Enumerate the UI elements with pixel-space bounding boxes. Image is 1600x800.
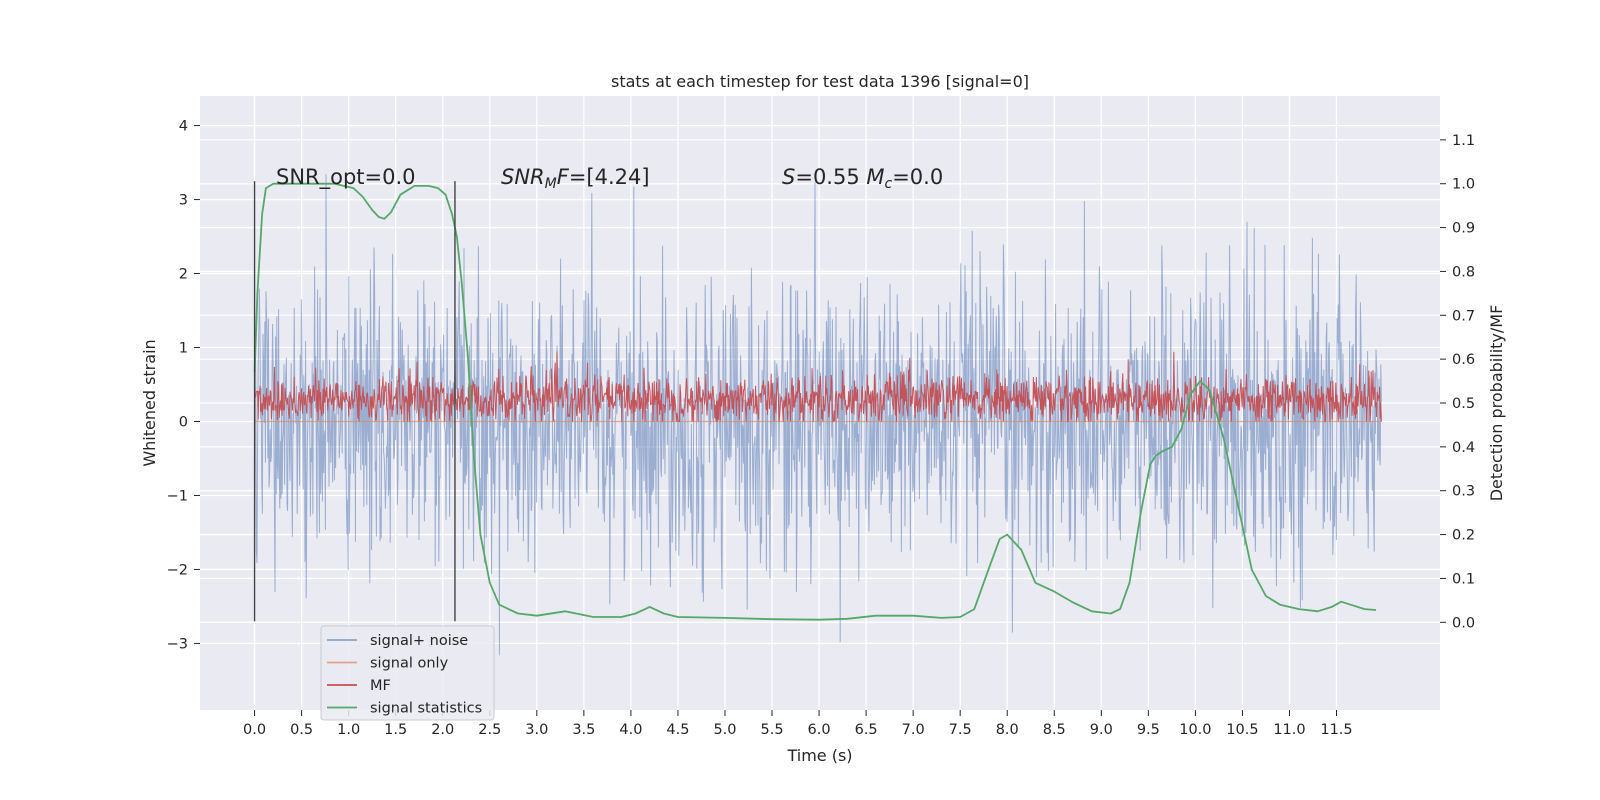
y-left-tick-label-3: 0 [179,414,188,430]
y-left-tick-label-2: −1 [167,488,188,504]
x-tick-label-15: 7.5 [949,722,972,738]
legend: signal+ noise signal only MF signal statist… [320,625,495,721]
y-right-axis-label: Detection probability/MF [1487,305,1506,502]
legend-box [320,625,495,721]
annotation-snr-opt: SNR_opt=0.0 [276,165,416,190]
y-right-tick-label-8: 0.8 [1452,264,1475,280]
x-tick-label-21: 10.5 [1226,722,1258,738]
x-ticks: 0.0 0.5 1.0 1.5 2.0 2.5 3.0 3.5 4.0 4.5 5.0 5.5 6.0 6… [243,710,1353,738]
chart-title: stats at each timestep for test data 139… [611,72,1029,91]
y-right-tick-label-2: 0.2 [1452,528,1475,544]
x-tick-label-6: 3.0 [525,722,548,738]
x-tick-label-20: 10.0 [1179,722,1211,738]
y-left-tick-label-6: 3 [179,193,188,209]
x-tick-label-12: 6.0 [808,722,831,738]
vline-layer [253,181,456,622]
series-3-line [253,182,1377,621]
x-tick-label-17: 8.5 [1043,722,1066,738]
x-tick-label-4: 2.0 [431,722,454,738]
y-right-ticks: 0.0 0.1 0.2 0.3 0.4 0.5 0.6 0.7 0.8 0.9 1.0 1.1 [1440,133,1475,631]
x-tick-label-5: 2.5 [478,722,501,738]
y-left-tick-label-5: 2 [179,267,188,283]
series-2-trace [254,351,1382,423]
x-tick-label-16: 8.0 [996,722,1019,738]
y-right-tick-label-6: 0.6 [1452,352,1475,368]
x-tick-label-9: 4.5 [666,722,689,738]
x-tick-label-14: 7.0 [902,722,925,738]
series-layer [253,174,1382,656]
annotation-s-mc: S=0.55 Mc=0.0 [782,165,943,192]
y-right-tick-label-0: 0.0 [1452,615,1475,631]
x-tick-label-8: 4.0 [619,722,642,738]
x-tick-label-10: 5.0 [713,722,736,738]
y-right-tick-label-10: 1.0 [1452,177,1475,193]
x-tick-label-2: 1.0 [337,722,360,738]
x-tick-label-3: 1.5 [384,722,407,738]
x-tick-label-13: 6.5 [855,722,878,738]
legend-label-2: MF [370,678,391,694]
x-tick-label-19: 9.5 [1137,722,1160,738]
x-tick-label-7: 3.5 [572,722,595,738]
y-right-tick-label-11: 1.1 [1452,133,1475,149]
x-tick-label-23: 11.5 [1320,722,1352,738]
x-axis-label: Time (s) [786,746,852,765]
x-tick-label-0: 0.0 [243,722,266,738]
annotation-snr-mf: SNRMF=[4.24] [501,165,650,192]
legend-label-1: signal only [370,656,449,672]
y-right-tick-label-9: 0.9 [1452,221,1475,237]
x-tick-label-1: 0.5 [290,722,313,738]
y-left-tick-label-4: 1 [179,341,188,357]
y-right-tick-label-3: 0.3 [1452,484,1475,500]
x-tick-label-18: 9.0 [1090,722,1113,738]
x-tick-label-22: 11.0 [1273,722,1305,738]
y-right-tick-label-1: 0.1 [1452,571,1475,587]
y-left-tick-label-0: −3 [167,636,188,652]
y-left-tick-label-7: 4 [179,119,188,135]
legend-label-3: signal statistics [370,701,482,717]
y-left-ticks: −3 −2 −1 0 1 2 3 4 [167,119,200,652]
legend-label-0: signal+ noise [370,633,468,649]
y-right-tick-label-5: 0.5 [1452,396,1475,412]
y-left-tick-label-1: −2 [167,562,188,578]
y-right-tick-label-4: 0.4 [1452,440,1475,456]
y-left-axis-label: Whitened strain [140,339,159,466]
y-right-tick-label-7: 0.7 [1452,308,1475,324]
x-tick-label-11: 5.5 [760,722,783,738]
